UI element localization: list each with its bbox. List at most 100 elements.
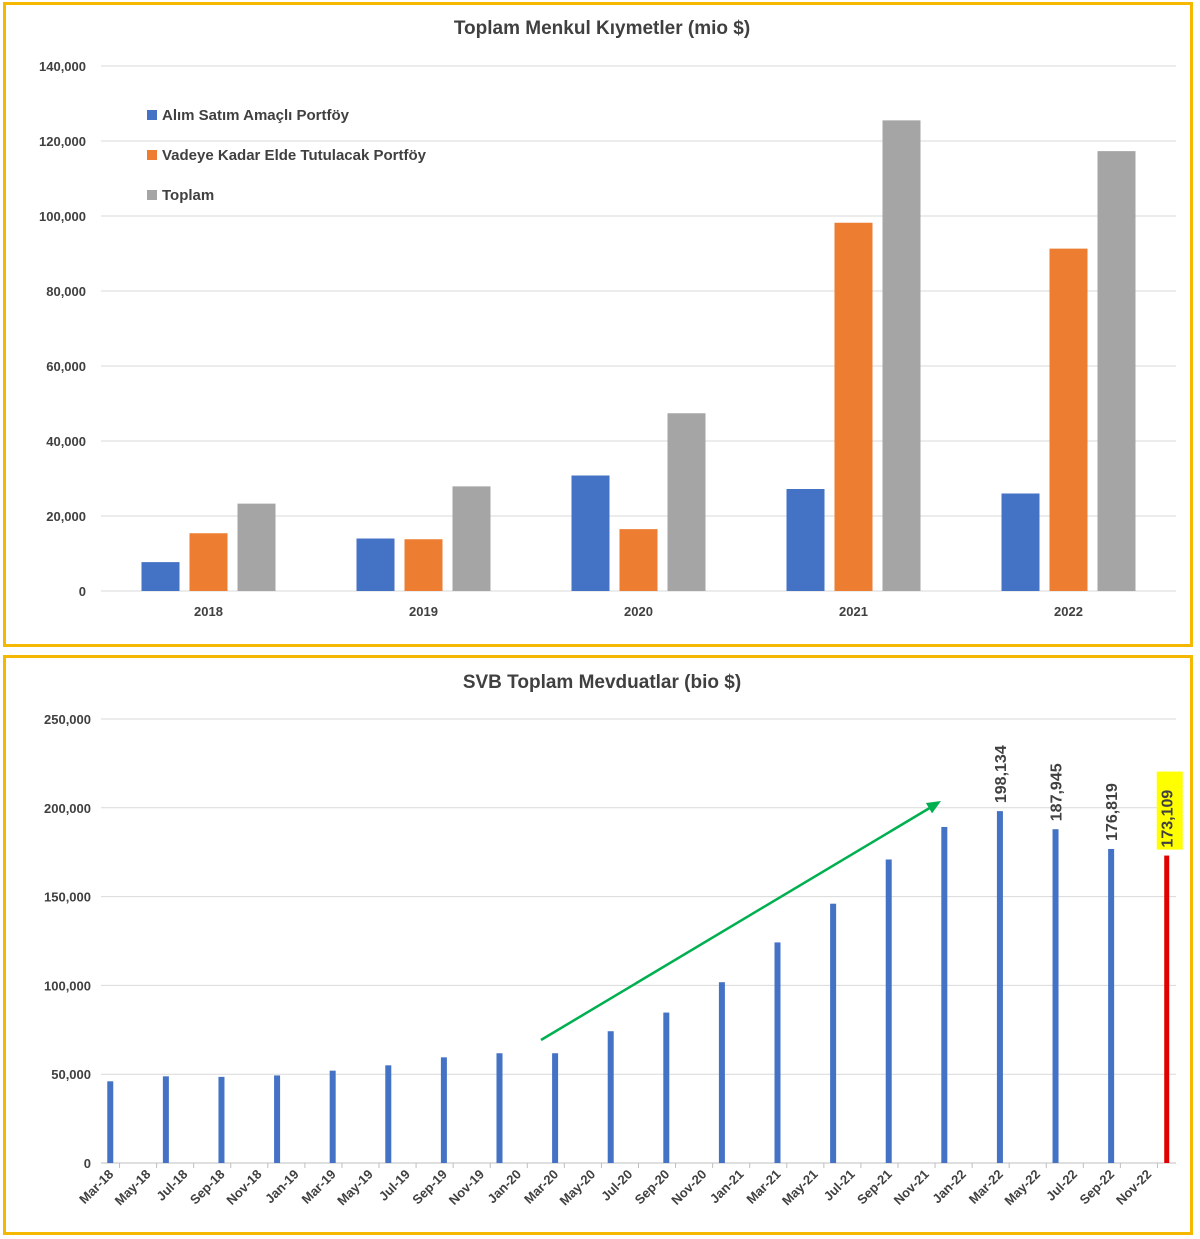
x-tick-label: Jan-21 [707,1167,747,1207]
x-tick-label: Sep-22 [1076,1167,1117,1208]
trend-arrow-icon [540,804,934,1042]
bar [496,1053,503,1163]
bar [218,1076,225,1163]
x-tick-label: 2021 [839,604,868,619]
bar [189,533,228,591]
bar [941,826,948,1163]
x-tick-label: 2019 [409,604,438,619]
y-tick-label: 20,000 [46,509,86,524]
chart-title: SVB Toplam Mevduatlar (bio $) [463,672,741,693]
bar [237,503,276,591]
bar [552,1053,559,1163]
securities-chart: Toplam Menkul Kıymetler (mio $) 0 20,000 4… [39,18,1176,619]
x-tick-label: Nov-18 [223,1167,264,1208]
trend-arrowhead-icon [925,801,941,814]
y-tick-label: 0 [79,584,86,599]
x-tick-label: 2020 [624,604,653,619]
y-tick-label: 100,000 [44,978,91,993]
y-tick-label: 60,000 [46,359,86,374]
data-label: 187,945 [1049,763,1066,821]
legend-entry: Alım Satım Amaçlı Portföy [162,107,350,124]
legend-swatch [147,110,157,120]
x-tick-label: Nov-20 [668,1167,709,1208]
bar [452,486,491,591]
bar [356,538,395,591]
bar [663,1012,670,1163]
x-tick-label: Sep-18 [187,1167,228,1208]
x-tick-label: Jul-19 [376,1167,413,1204]
bar [996,811,1003,1163]
bar [141,562,180,591]
y-tick-label: 250,000 [44,712,91,727]
x-tick-label: Mar-21 [743,1167,783,1207]
x-tick-label: Jul-22 [1043,1167,1080,1204]
y-tick-label: 120,000 [39,134,86,149]
y-tick-label: 150,000 [44,890,91,905]
x-tick-label: Mar-20 [521,1167,561,1207]
data-label: 173,109 [1160,790,1177,848]
y-tick-label: 200,000 [44,801,91,816]
x-tick-label: Mar-22 [966,1167,1006,1207]
bar [1108,848,1115,1163]
chart-title: Toplam Menkul Kıymetler (mio $) [454,18,750,39]
bar [718,982,725,1163]
x-tick-label: Jul-21 [821,1167,858,1204]
x-tick-label: May-20 [557,1167,599,1209]
bar [1001,493,1040,591]
x-tick-label: Nov-19 [446,1167,487,1208]
bar [774,942,781,1163]
bar [619,529,658,591]
bar [607,1031,614,1163]
y-tick-label: 100,000 [39,209,86,224]
bar [385,1065,392,1163]
y-tick-label: 0 [84,1156,91,1171]
bar [440,1057,447,1163]
x-tick-label: Sep-21 [854,1167,895,1208]
bar [274,1075,281,1163]
y-tick-label: 80,000 [46,284,86,299]
y-tick-label: 50,000 [51,1067,91,1082]
bar [107,1081,114,1163]
bar [667,413,706,591]
x-tick-label: Mar-18 [76,1167,116,1207]
x-tick-label: May-21 [779,1167,821,1209]
x-tick-label: Jul-20 [598,1167,635,1204]
x-tick-label: Jan-22 [929,1167,969,1207]
x-tick-label: May-22 [1001,1167,1043,1209]
bar [1052,829,1059,1163]
bar [1049,248,1088,591]
bar [162,1076,169,1163]
data-label: 198,134 [993,745,1010,803]
data-label: 176,819 [1104,783,1121,841]
legend-entry: Vadeye Kadar Elde Tutulacak Portföy [162,147,427,164]
securities-chart-panel: Toplam Menkul Kıymetler (mio $) 0 20,000 4… [3,2,1193,647]
x-tick-label: Sep-20 [632,1167,673,1208]
bar [834,222,873,591]
y-tick-label: 40,000 [46,434,86,449]
x-tick-label: Nov-21 [891,1167,932,1208]
x-tick-label: Jul-18 [153,1167,190,1204]
deposits-chart-panel: SVB Toplam Mevduatlar (bio $) 0 50,000 100… [3,655,1193,1235]
x-tick-label: Mar-19 [299,1167,339,1207]
bar [786,489,825,591]
bar [882,120,921,591]
x-tick-label: May-18 [112,1167,154,1209]
x-tick-label: Nov-22 [1113,1167,1154,1208]
x-tick-label: 2022 [1054,604,1083,619]
legend-swatch [147,190,157,200]
bar [1164,855,1170,1163]
bar [885,859,892,1163]
bar [404,539,443,591]
deposits-chart: SVB Toplam Mevduatlar (bio $) 0 50,000 100… [44,672,1183,1209]
bar [1097,151,1136,591]
x-tick-label: Jan-20 [484,1167,524,1207]
legend-swatch [147,150,157,160]
bar [571,475,610,591]
x-tick-label: 2018 [194,604,223,619]
bar [329,1070,336,1163]
legend-entry: Toplam [162,187,214,204]
x-tick-label: Sep-19 [409,1167,450,1208]
bar [830,903,837,1163]
x-tick-label: Jan-19 [262,1167,302,1207]
data-label-highlight [1156,771,1183,850]
